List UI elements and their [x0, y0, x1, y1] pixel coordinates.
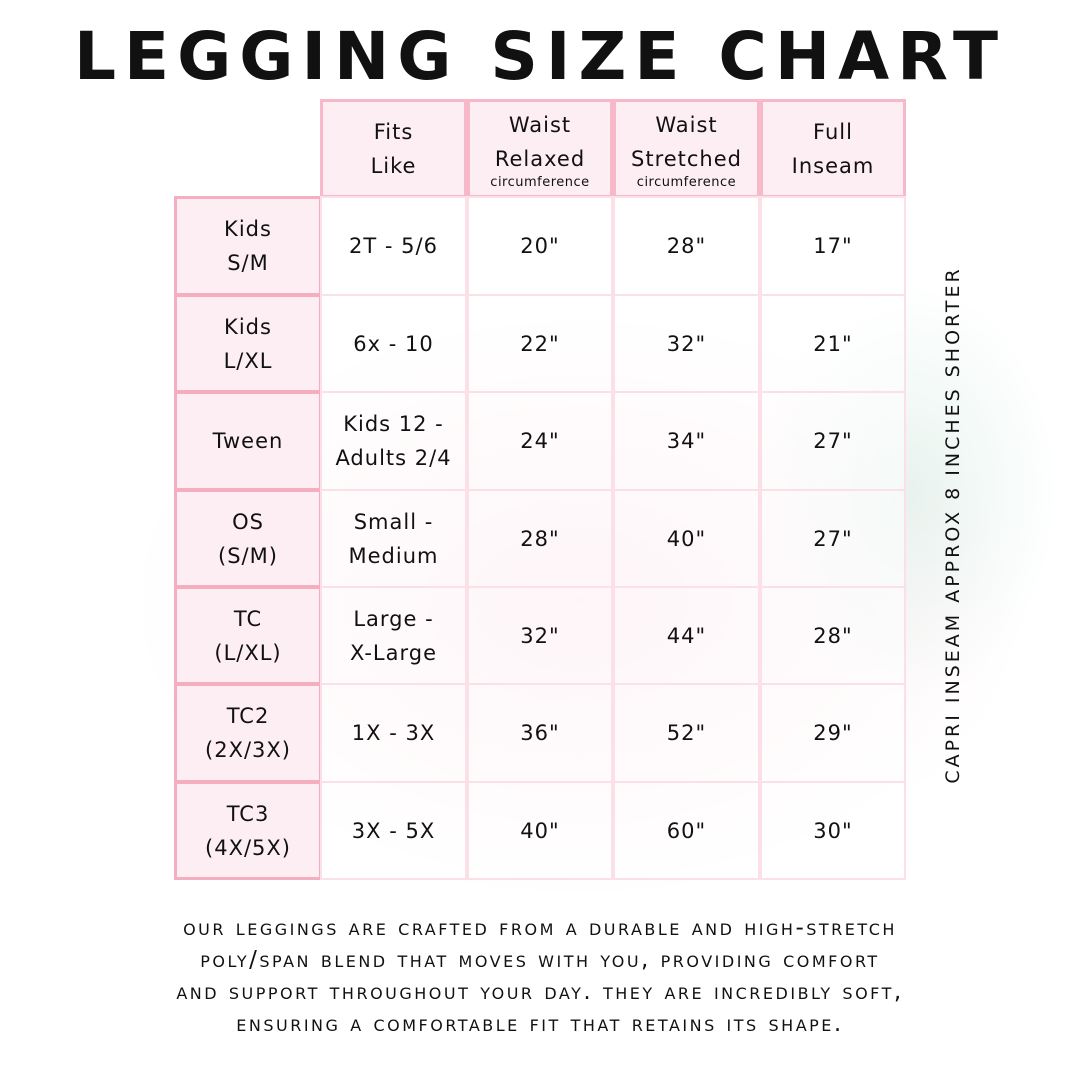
cell-value: 24" [520, 429, 560, 453]
table-cell-relaxed: 20" [467, 196, 613, 296]
cell-value: 30" [813, 818, 853, 843]
row-header-size: TC2 (2X/3X) [174, 683, 322, 783]
cell-value: 17" [813, 234, 853, 258]
column-header-sub: circumference [490, 174, 590, 190]
size-label: Tween [212, 429, 284, 453]
column-header-line: Fits [373, 119, 414, 144]
cell-value: 2T - 5/6 [349, 234, 438, 258]
cell-value: 32" [520, 623, 560, 648]
cell-value: 60" [666, 818, 707, 843]
row-header-size: TC3 (4X/5X) [174, 781, 322, 880]
description-line: POLY/SPAN BLEND THAT MOVES WITH YOU, PRO… [200, 947, 880, 973]
cell-value: Small - Medium [348, 509, 439, 568]
table-cell-stretched: 44" [613, 586, 760, 685]
cell-value: 32" [666, 331, 707, 356]
size-label: OS (S/M) [218, 509, 278, 568]
cell-value: 6x - 10 [353, 331, 434, 356]
table-cell-relaxed: 36" [467, 683, 613, 783]
cell-value: 40" [520, 818, 560, 843]
table-cell-fits: Small - Medium [320, 489, 467, 588]
column-header-line: Waist [655, 112, 718, 137]
table-cell-stretched: 40" [613, 489, 760, 588]
cell-value: 52" [666, 721, 707, 745]
table-cell-stretched: 32" [613, 294, 760, 393]
table-cell-inseam: 17" [760, 196, 906, 296]
size-label: TC3 (4X/5X) [205, 801, 291, 860]
cell-value: 3X - 5X [351, 818, 436, 843]
description-line: AND SUPPORT THROUGHOUT YOUR DAY. THEY AR… [176, 979, 904, 1005]
column-header-line: Full [813, 119, 853, 144]
table-cell-fits: 1X - 3X [320, 683, 467, 783]
table-cell-stretched: 60" [613, 781, 760, 880]
column-header: Full Inseam [760, 99, 906, 198]
table-cell-inseam: 21" [760, 294, 906, 393]
cell-value: 28" [813, 623, 853, 648]
cell-value: 27" [813, 429, 853, 453]
table-cell-inseam: 29" [760, 683, 906, 783]
cell-value: 29" [813, 721, 853, 745]
cell-value: 20" [520, 234, 560, 258]
column-header: Waist Relaxed circumference [467, 99, 613, 198]
cell-value: 36" [520, 721, 560, 745]
size-label: TC2 (2X/3X) [205, 704, 291, 762]
column-header-line: Relaxed [494, 146, 586, 171]
cell-value: 21" [813, 331, 853, 356]
column-header: Waist Stretched circumference [613, 99, 760, 198]
table-cell-fits: 6x - 10 [320, 294, 467, 393]
size-label: Kids L/XL [223, 314, 273, 373]
cell-value: Kids 12 - Adults 2/4 [335, 412, 452, 470]
row-header-size: OS (S/M) [174, 489, 322, 588]
row-header-size: Kids L/XL [174, 294, 322, 393]
column-header: Fits Like [320, 99, 467, 198]
table-cell-relaxed: 40" [467, 781, 613, 880]
column-header-sub: circumference [636, 174, 737, 190]
column-header-line: Like [370, 153, 417, 178]
column-header-line: Waist [508, 112, 572, 137]
row-header-size: Tween [174, 391, 322, 491]
table-cell-stretched: 28" [613, 196, 760, 296]
size-label: Kids S/M [224, 217, 272, 275]
table-cell-fits: Kids 12 - Adults 2/4 [320, 391, 467, 491]
cell-value: Large - X-Large [349, 606, 437, 665]
description-line: ENSURING A COMFORTABLE FIT THAT RETAINS … [236, 1011, 844, 1037]
row-header-size: TC (L/XL) [174, 586, 322, 685]
table-cell-inseam: 30" [760, 781, 906, 880]
table-cell-inseam: 27" [760, 391, 906, 491]
table-cell-relaxed: 28" [467, 489, 613, 588]
cell-value: 22" [520, 331, 560, 356]
table-cell-relaxed: 32" [467, 586, 613, 685]
cell-value: 1X - 3X [351, 721, 436, 745]
cell-value: 28" [666, 234, 707, 258]
cell-value: 34" [666, 429, 707, 453]
table-cell-fits: 2T - 5/6 [320, 196, 467, 296]
column-header-line: Stretched [631, 146, 742, 171]
cell-value: 40" [666, 526, 707, 551]
table-cell-fits: Large - X-Large [320, 586, 467, 685]
cell-value: 44" [666, 623, 707, 648]
table-cell-relaxed: 24" [467, 391, 613, 491]
size-label: TC (L/XL) [214, 606, 282, 665]
table-cell-inseam: 27" [760, 489, 906, 588]
cell-value: 27" [813, 526, 853, 551]
capri-note: CAPRI INSEAM APPROX 8 INCHES SHORTER [942, 266, 964, 784]
table-cell-stretched: 34" [613, 391, 760, 491]
column-header-line: Inseam [791, 153, 875, 178]
table-cell-inseam: 28" [760, 586, 906, 685]
row-header-size: Kids S/M [174, 196, 322, 296]
table-cell-relaxed: 22" [467, 294, 613, 393]
page-title: LEGGING SIZE CHART [73, 18, 1007, 95]
cell-value: 28" [520, 526, 560, 551]
table-cell-stretched: 52" [613, 683, 760, 783]
table-cell-fits: 3X - 5X [320, 781, 467, 880]
